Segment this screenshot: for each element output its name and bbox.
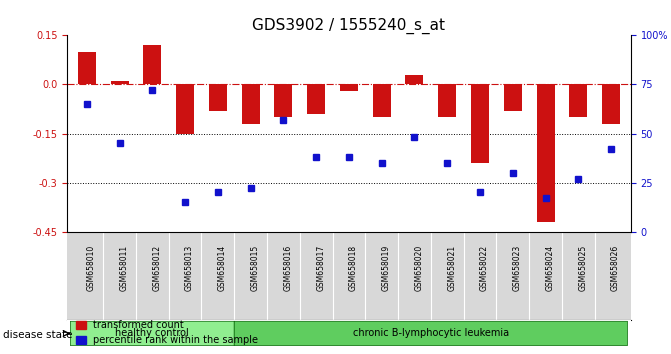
Bar <box>274 85 293 117</box>
Bar <box>242 85 260 124</box>
Text: GSM658012: GSM658012 <box>152 245 161 291</box>
Text: disease state: disease state <box>3 330 73 339</box>
Legend: transformed count, percentile rank within the sample: transformed count, percentile rank withi… <box>72 316 262 349</box>
Bar <box>372 85 391 117</box>
Bar <box>602 85 620 124</box>
Bar <box>111 81 129 85</box>
Bar <box>504 85 522 110</box>
Bar <box>78 52 96 85</box>
Bar <box>438 85 456 117</box>
FancyBboxPatch shape <box>70 321 234 346</box>
Bar <box>340 85 358 91</box>
Bar <box>569 85 587 117</box>
Text: GSM658014: GSM658014 <box>218 245 227 291</box>
Text: GSM658015: GSM658015 <box>250 245 260 291</box>
Text: GSM658011: GSM658011 <box>119 245 129 291</box>
Text: GSM658020: GSM658020 <box>415 245 423 291</box>
Text: GSM658018: GSM658018 <box>349 245 358 291</box>
Text: GSM658026: GSM658026 <box>611 245 620 291</box>
Text: GSM658024: GSM658024 <box>546 245 554 291</box>
Text: GSM658016: GSM658016 <box>283 245 293 291</box>
Text: healthy control: healthy control <box>115 329 189 338</box>
Bar <box>537 85 554 222</box>
Bar <box>176 85 194 133</box>
Text: GSM658017: GSM658017 <box>316 245 325 291</box>
Text: GSM658019: GSM658019 <box>382 245 391 291</box>
Bar <box>209 85 227 110</box>
Text: GSM658013: GSM658013 <box>185 245 194 291</box>
Text: GSM658022: GSM658022 <box>480 245 489 291</box>
Text: GSM658023: GSM658023 <box>513 245 522 291</box>
Bar <box>405 75 423 85</box>
Title: GDS3902 / 1555240_s_at: GDS3902 / 1555240_s_at <box>252 18 446 34</box>
Bar <box>307 85 325 114</box>
Text: GSM658021: GSM658021 <box>448 245 456 291</box>
Text: chronic B-lymphocytic leukemia: chronic B-lymphocytic leukemia <box>353 329 509 338</box>
FancyBboxPatch shape <box>234 321 627 346</box>
Text: GSM658025: GSM658025 <box>578 245 587 291</box>
Text: GSM658010: GSM658010 <box>87 245 96 291</box>
Bar <box>471 85 489 163</box>
Bar <box>144 45 161 85</box>
